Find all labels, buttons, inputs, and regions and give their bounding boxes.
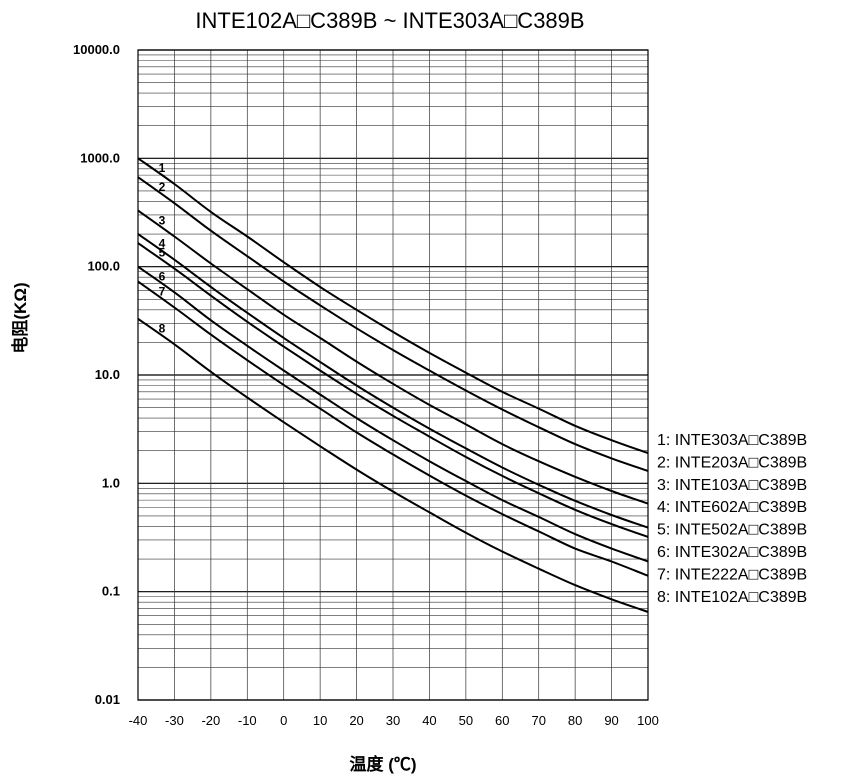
y-tick-label: 100.0 [87,259,120,274]
x-axis-ticks: -40 -30 -20 -10 0 10 20 30 40 50 60 70 80 90 100 [129,713,659,728]
curve-label-1: 1 [159,161,166,175]
curve-label-7: 7 [159,284,166,298]
curve-label-5: 5 [159,246,166,260]
x-tick-label: 50 [459,713,473,728]
legend-entry: 8: INTE102A□C389B [657,589,807,606]
legend-entry: 5: INTE502A□C389B [657,522,807,539]
series-lines [137,157,649,613]
y-tick-label: 10.0 [95,367,120,382]
x-tick-label: 70 [531,713,545,728]
y-tick-label: 1000.0 [80,150,120,165]
curve-label-6: 6 [159,269,166,283]
x-tick-label: -30 [165,713,184,728]
legend: 1: INTE303A□C389B 2: INTE203A□C389B 3: INT… [657,432,807,606]
curve-label-8: 8 [159,321,166,335]
x-tick-label: 30 [386,713,400,728]
series-line-6 [137,265,649,563]
x-tick-label: 90 [604,713,618,728]
x-tick-label: -10 [238,713,257,728]
series-line-4 [137,233,649,529]
x-tick-label: -40 [129,713,148,728]
x-tick-label: 60 [495,713,509,728]
x-tick-label: 40 [422,713,436,728]
series-line-3 [137,209,649,505]
series-line-5 [137,242,649,538]
y-axis-ticks: 10000.0 1000.0 100.0 10.0 1.0 0.1 0.01 [73,42,120,707]
series-line-2 [137,176,649,472]
series-line-1 [137,157,649,455]
curve-label-3: 3 [159,213,166,227]
legend-entry: 7: INTE222A□C389B [657,566,807,583]
y-tick-label: 0.01 [95,692,120,707]
curve-label-2: 2 [159,180,166,194]
x-tick-label: 10 [313,713,327,728]
grid [137,49,649,701]
plot-frame [137,49,649,701]
y-axis-label: 电阻(KΩ) [10,282,30,353]
chart-title: INTE102A□C389B ~ INTE303A□C389B [195,8,584,33]
x-tick-label: 80 [568,713,582,728]
x-tick-label: 20 [349,713,363,728]
y-tick-label: 1.0 [102,475,120,490]
curve-label-4: 4 [159,237,166,251]
legend-entry: 1: INTE303A□C389B [657,432,807,449]
legend-entry: 4: INTE602A□C389B [657,499,807,516]
series-line-7 [137,280,649,577]
x-tick-label: 0 [280,713,287,728]
legend-entry: 2: INTE203A□C389B [657,454,807,471]
x-tick-label: 100 [637,713,659,728]
y-tick-label: 0.1 [102,584,120,599]
x-tick-label: -20 [201,713,220,728]
legend-entry: 6: INTE302A□C389B [657,544,807,561]
legend-entry: 3: INTE103A□C389B [657,477,807,494]
series-line-8 [137,317,649,613]
x-axis-label: 温度 (℃) [349,754,416,774]
y-tick-label: 10000.0 [73,42,120,57]
